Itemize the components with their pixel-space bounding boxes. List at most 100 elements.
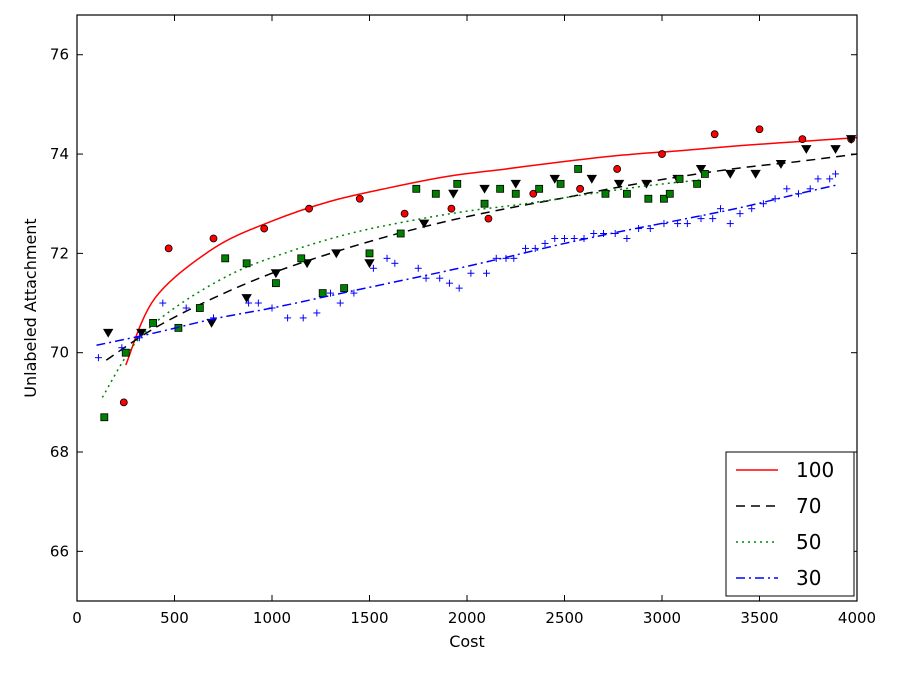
data-point bbox=[340, 284, 349, 293]
data-point bbox=[665, 189, 674, 198]
data-point bbox=[400, 209, 409, 218]
data-point bbox=[383, 254, 391, 262]
series-layer bbox=[94, 125, 858, 422]
data-point bbox=[710, 130, 719, 139]
data-point bbox=[529, 189, 538, 198]
series-30 bbox=[94, 170, 840, 362]
data-point bbox=[541, 239, 549, 247]
data-point bbox=[365, 249, 374, 258]
data-point bbox=[801, 145, 812, 154]
data-point bbox=[305, 204, 313, 213]
data-point bbox=[391, 259, 399, 267]
legend-label: 100 bbox=[796, 458, 834, 482]
series-line bbox=[125, 136, 858, 366]
data-point bbox=[832, 170, 840, 178]
legend-item: 100 bbox=[736, 458, 834, 482]
data-point bbox=[660, 194, 668, 203]
y-tick-label: 72 bbox=[50, 244, 69, 262]
data-point bbox=[299, 314, 307, 322]
data-point bbox=[613, 165, 622, 173]
data-point bbox=[414, 264, 422, 272]
data-point bbox=[136, 328, 147, 338]
data-point bbox=[453, 179, 462, 188]
data-point bbox=[318, 289, 327, 298]
legend-item: 30 bbox=[736, 566, 821, 590]
data-point bbox=[336, 299, 344, 307]
data-point bbox=[455, 284, 463, 292]
data-point bbox=[182, 304, 190, 312]
data-point bbox=[502, 254, 510, 262]
data-point bbox=[479, 184, 490, 194]
x-tick-label: 2500 bbox=[545, 609, 583, 627]
x-tick-label: 4000 bbox=[838, 609, 876, 627]
data-point bbox=[695, 164, 707, 174]
data-point bbox=[580, 234, 588, 242]
data-point bbox=[412, 184, 421, 193]
y-axis-label: Unlabeled Attachment bbox=[21, 218, 40, 397]
y-tick-label: 76 bbox=[50, 46, 69, 64]
data-point bbox=[103, 328, 114, 338]
data-point bbox=[221, 254, 230, 263]
data-point bbox=[798, 135, 807, 144]
series-70 bbox=[103, 135, 858, 361]
data-point bbox=[313, 309, 321, 317]
data-point bbox=[814, 175, 822, 183]
data-point bbox=[551, 234, 559, 242]
data-point bbox=[701, 170, 709, 178]
data-point bbox=[121, 348, 130, 357]
data-point bbox=[590, 230, 598, 238]
data-point bbox=[646, 225, 654, 233]
data-point bbox=[795, 190, 802, 198]
data-point bbox=[195, 304, 204, 312]
data-point bbox=[94, 354, 102, 362]
data-point bbox=[750, 169, 761, 179]
data-point bbox=[135, 334, 143, 342]
data-point bbox=[845, 135, 857, 144]
y-tick-label: 66 bbox=[50, 542, 69, 560]
x-tick-label: 500 bbox=[160, 609, 189, 627]
data-point bbox=[635, 225, 643, 233]
data-point bbox=[159, 299, 167, 307]
x-tick-label: 1500 bbox=[350, 609, 388, 627]
data-point bbox=[561, 234, 568, 242]
y-tick-label: 68 bbox=[50, 443, 69, 461]
data-point bbox=[268, 304, 276, 312]
data-point bbox=[242, 259, 251, 268]
data-point bbox=[658, 150, 666, 158]
data-point bbox=[467, 269, 475, 277]
data-point bbox=[245, 299, 253, 307]
data-point bbox=[771, 195, 779, 203]
data-point bbox=[254, 299, 262, 307]
data-point bbox=[118, 344, 126, 352]
data-point bbox=[717, 205, 724, 213]
x-tick-label: 1000 bbox=[253, 609, 291, 627]
data-point bbox=[611, 230, 619, 238]
data-point bbox=[260, 224, 269, 233]
data-point bbox=[331, 249, 342, 259]
data-point bbox=[748, 205, 756, 213]
legend-label: 70 bbox=[796, 494, 821, 518]
data-point bbox=[210, 314, 217, 322]
series-100 bbox=[119, 125, 858, 407]
data-point bbox=[755, 125, 764, 134]
x-tick-label: 3500 bbox=[740, 609, 778, 627]
data-point bbox=[613, 179, 625, 189]
data-point bbox=[436, 274, 444, 282]
series-line bbox=[96, 184, 838, 346]
data-point bbox=[364, 259, 375, 269]
data-point bbox=[510, 254, 518, 262]
axis-ticks: 0 500 1000 1500 2000 2500 3000 3500 4000 66 68 70 72… bbox=[50, 15, 876, 627]
data-point bbox=[483, 269, 490, 277]
data-point bbox=[709, 215, 717, 223]
legend-item: 50 bbox=[736, 530, 821, 554]
data-point bbox=[726, 220, 734, 228]
data-point bbox=[431, 189, 440, 198]
legend-item: 70 bbox=[736, 494, 821, 518]
data-point bbox=[350, 289, 358, 297]
data-point bbox=[119, 398, 128, 407]
legend-box bbox=[725, 451, 855, 597]
data-point bbox=[327, 289, 334, 297]
data-point bbox=[522, 244, 529, 252]
data-point bbox=[623, 234, 631, 242]
